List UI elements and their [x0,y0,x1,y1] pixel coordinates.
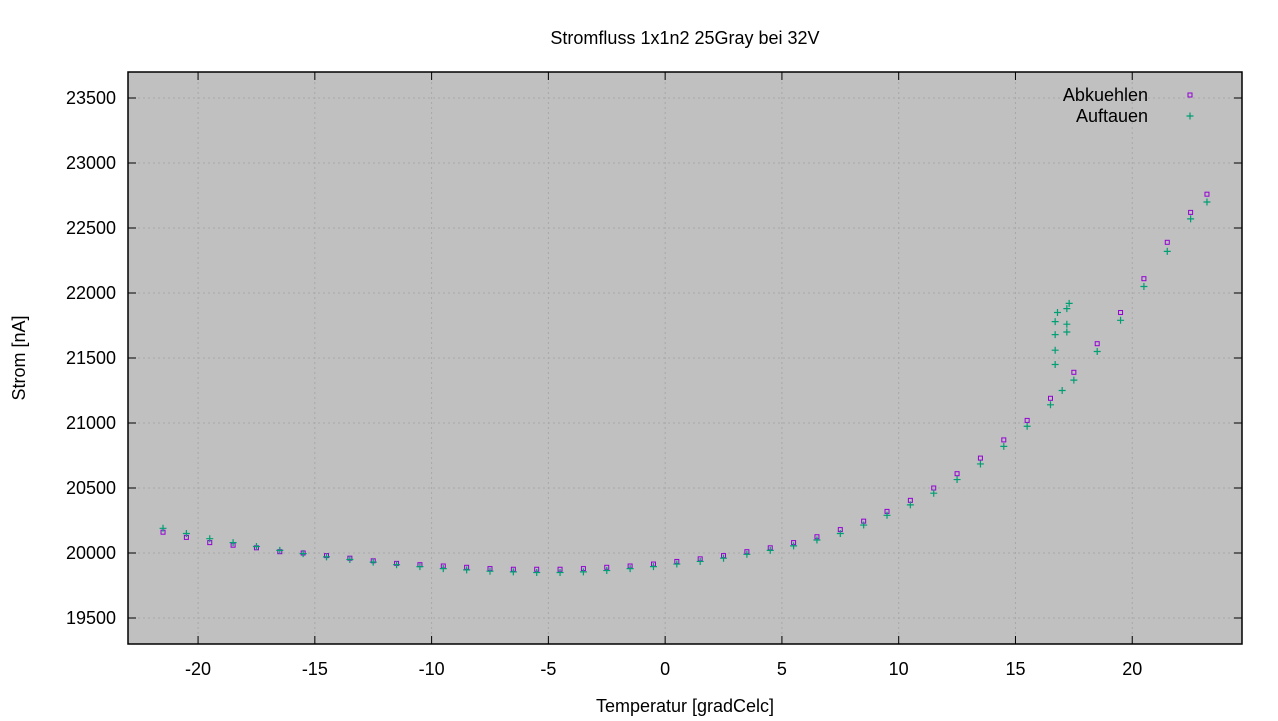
data-point [346,556,354,563]
data-point [1063,320,1071,328]
y-tick-label: 22500 [66,218,116,238]
data-point [393,561,401,569]
data-point [276,546,284,554]
data-point [229,539,237,547]
data-point [860,521,868,529]
y-tick-label: 21000 [66,413,116,433]
data-point [626,565,634,573]
data-point [1188,209,1194,215]
data-point [1058,387,1066,394]
data-point [1117,316,1125,324]
data-point [1187,215,1195,223]
x-tick-label: 0 [660,659,670,679]
data-point [930,489,938,497]
data-point [1047,395,1053,401]
x-tick-label: 10 [889,659,909,679]
y-tick-label: 20500 [66,478,116,498]
data-point [813,536,821,544]
data-point [1051,346,1059,354]
legend-label: Auftauen [1076,106,1148,126]
data-point [1070,376,1078,384]
data-point [1051,331,1059,339]
x-tick-label: -20 [185,659,211,679]
x-tick-label: -15 [302,659,328,679]
data-point [836,530,844,537]
data-point [953,476,961,484]
data-point [1001,437,1007,443]
y-tick-label: 22000 [66,283,116,303]
data-point [766,546,774,554]
data-point [1118,310,1124,315]
x-axis-label: Temperatur [gradCelc] [596,696,774,716]
data-point [439,565,447,573]
data-point [416,563,424,571]
data-point [673,560,681,568]
x-tick-label: 15 [1005,659,1025,679]
data-point [1140,283,1148,290]
x-tick-label: 5 [777,659,787,679]
y-axis-label: Strom [nA] [9,315,29,400]
data-point [556,569,564,576]
x-tick-label: -5 [540,659,556,679]
data-point [720,554,728,562]
data-point [954,471,960,477]
data-point [182,530,190,537]
data-point [906,501,914,509]
data-point [533,569,541,576]
data-point [1141,276,1147,282]
legend-label: Abkuehlen [1063,85,1148,105]
data-point [1094,341,1100,347]
data-point [977,455,983,461]
data-point [206,535,214,543]
grid [128,72,1242,644]
data-point [649,563,657,571]
data-point [743,550,751,558]
y-tick-label: 21500 [66,348,116,368]
data-point [252,543,260,550]
data-point [1024,417,1030,423]
data-point [1071,369,1077,375]
series-auftauen [159,198,1211,576]
x-tick-label: 20 [1122,659,1142,679]
data-point [1023,422,1031,430]
data-point [509,568,517,576]
data-point [1063,305,1071,313]
data-point [1093,348,1101,355]
data-point [323,553,331,561]
data-point [1051,361,1059,368]
y-tick-label: 23500 [66,88,116,108]
legend-marker [1187,92,1193,98]
data-point [883,511,891,519]
data-point [463,566,471,574]
data-point [1046,401,1054,409]
ticks: -20 -15 -10 -5 0 5 10 15 20 19500 20000 20500 21000 2… [66,72,1242,679]
data-point [1203,198,1211,206]
data-point [369,558,377,566]
data-point [1063,328,1071,336]
data-point [790,542,798,550]
data-point [1163,247,1171,255]
y-tick-label: 19500 [66,608,116,628]
data-point [696,557,704,565]
data-point [1054,309,1061,316]
data-point [976,460,984,468]
data-point [159,524,167,532]
data-point [1164,239,1170,245]
y-tick-label: 20000 [66,543,116,563]
data-point [1065,299,1073,307]
data-point [1000,442,1008,450]
data-point [1051,318,1059,326]
legend-marker [1186,112,1194,120]
data-point [579,568,587,576]
chart-title: Stromfluss 1x1n2 25Gray bei 32V [550,28,819,48]
data-layer [159,191,1211,576]
data-point [486,567,494,575]
data-point [1204,191,1210,197]
data-point [299,550,307,558]
data-point [603,567,611,575]
x-tick-label: -10 [419,659,445,679]
y-tick-label: 23000 [66,153,116,173]
